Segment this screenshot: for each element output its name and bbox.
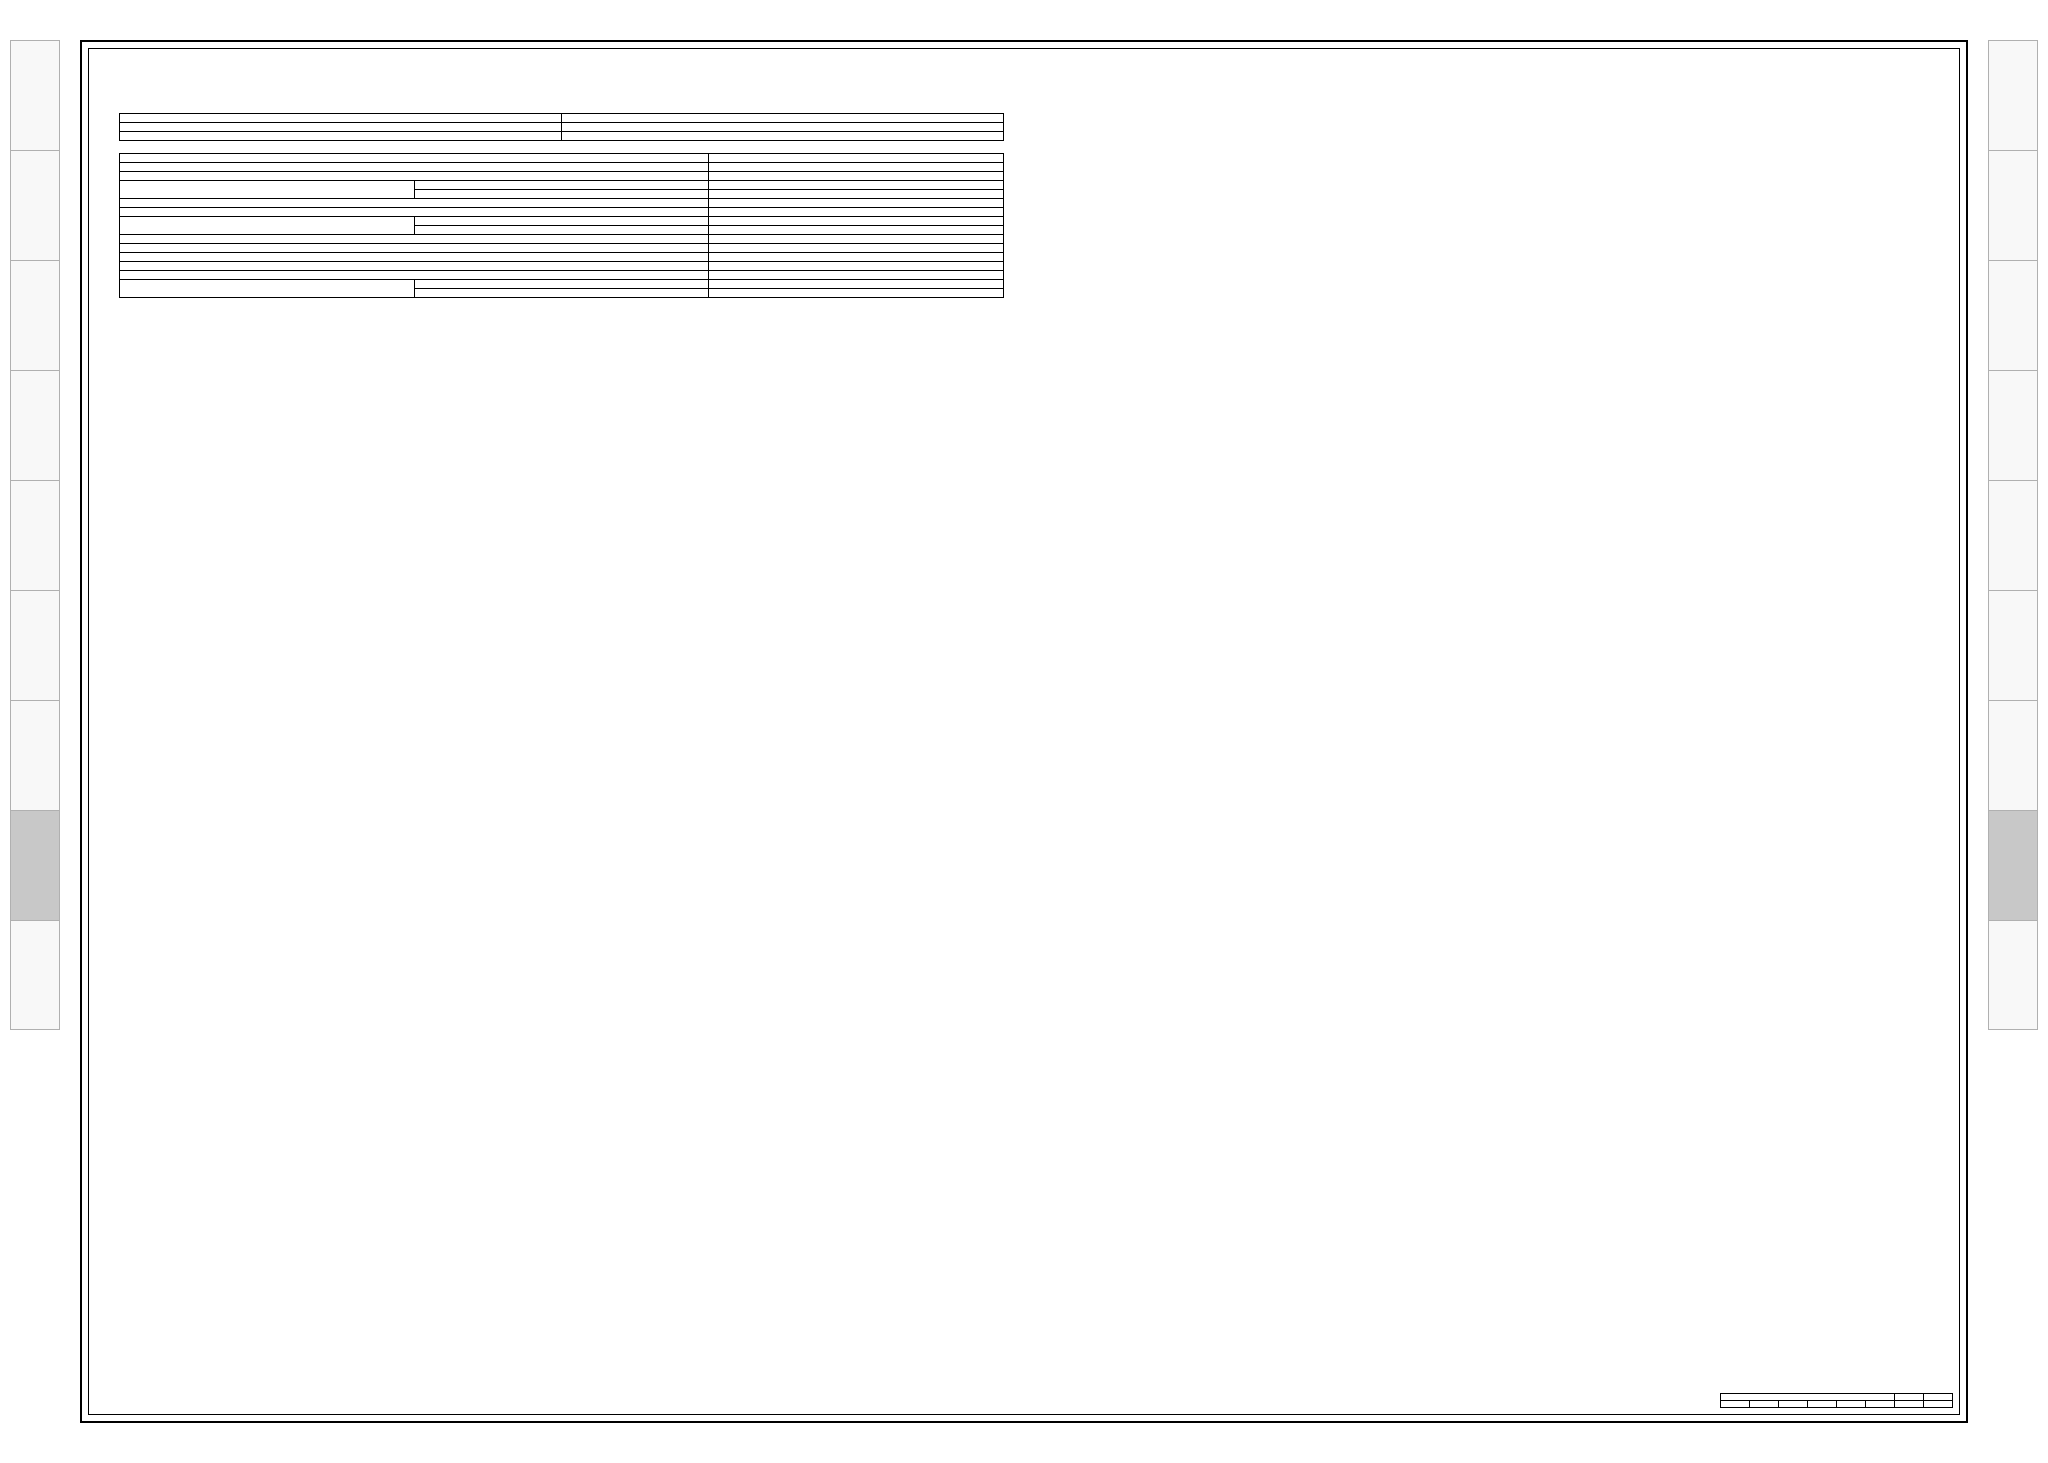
tb-sj-lbl xyxy=(1837,1401,1866,1408)
nav-item-c[interactable] xyxy=(10,370,60,480)
nav-item-b[interactable] xyxy=(10,260,60,370)
nav-item-e-r[interactable] xyxy=(1988,590,2038,700)
nav-item-f-r[interactable] xyxy=(1988,700,2038,810)
t9-uv-l xyxy=(120,262,709,271)
t9-sag-v-v xyxy=(709,181,1004,190)
t8-r0c0 xyxy=(120,123,562,132)
t9-density-v xyxy=(709,172,1004,181)
page-frame xyxy=(80,40,1968,1423)
t9-appearance-v xyxy=(709,163,1004,172)
t9-tenm20-v xyxy=(709,226,1004,235)
nav-item-f[interactable] xyxy=(10,700,60,810)
t9-polw-v xyxy=(709,280,1004,289)
tb-main xyxy=(1721,1394,1895,1401)
t9-pol-l xyxy=(120,280,415,298)
t9-pold-l xyxy=(414,289,709,298)
t9-ext-v xyxy=(709,208,1004,217)
t9-sag-v-l xyxy=(414,181,709,190)
t9-h0 xyxy=(120,154,709,163)
t9-ten-l xyxy=(120,217,415,235)
left-nav xyxy=(10,40,60,1030)
tb-atlas-val xyxy=(1924,1394,1953,1401)
nav-item-a[interactable] xyxy=(10,150,60,260)
t9-water-l xyxy=(120,253,709,262)
nav-item-b-r[interactable] xyxy=(1988,260,2038,370)
nav-item-d-r[interactable] xyxy=(1988,480,2038,590)
nav-item-overview[interactable] xyxy=(10,40,60,150)
t9-uv-v xyxy=(709,262,1004,271)
tb-jd-lbl xyxy=(1779,1401,1808,1408)
tb-sh-lbl xyxy=(1721,1401,1750,1408)
t9-ten23-v xyxy=(709,217,1004,226)
t9-appearance-l xyxy=(120,163,709,172)
title-block xyxy=(1720,1393,1953,1408)
t9-sag-l xyxy=(120,181,415,199)
right-nav xyxy=(1988,40,2038,1030)
right-column xyxy=(1044,109,1929,1294)
t9-polw-l xyxy=(414,280,709,289)
nav-item-g-r[interactable] xyxy=(1988,810,2038,920)
tb-page-lbl xyxy=(1895,1401,1924,1408)
t9-ten23-l xyxy=(414,217,709,226)
t9-sag-h-l xyxy=(414,190,709,199)
nav-item-h-r[interactable] xyxy=(1988,920,2038,1030)
nav-item-a-r[interactable] xyxy=(1988,150,2038,260)
tb-jd-name xyxy=(1808,1401,1837,1408)
t9-ext-l xyxy=(120,208,709,217)
t8-h1 xyxy=(562,114,1004,123)
t9-sag-h-v xyxy=(709,190,1004,199)
nav-item-overview-r[interactable] xyxy=(1988,40,2038,150)
t9-water-v xyxy=(709,253,1004,262)
table-g9 xyxy=(119,153,1004,298)
t9-side-v xyxy=(709,271,1004,280)
t9-tack-v xyxy=(709,199,1004,208)
t8-h0 xyxy=(120,114,562,123)
t9-pold-v xyxy=(709,289,1004,298)
t9-tenm20-l xyxy=(414,226,709,235)
nav-item-h[interactable] xyxy=(10,920,60,1030)
t9-side-l xyxy=(120,271,709,280)
t8-r1c1 xyxy=(562,132,1004,141)
t9-fixadh-l xyxy=(120,235,709,244)
nav-item-d[interactable] xyxy=(10,480,60,590)
left-column xyxy=(119,109,1004,1294)
tb-page-val xyxy=(1924,1401,1953,1408)
t9-elastic-l xyxy=(120,244,709,253)
t8-r1c0 xyxy=(120,132,562,141)
tb-atlas-lbl xyxy=(1895,1394,1924,1401)
nav-item-c-r[interactable] xyxy=(1988,370,2038,480)
t9-elastic-v xyxy=(709,244,1004,253)
inner-frame xyxy=(88,48,1960,1415)
t9-density-l xyxy=(120,172,709,181)
tb-sh-name xyxy=(1750,1401,1779,1408)
t8-r0c1 xyxy=(562,123,1004,132)
t9-h1 xyxy=(709,154,1004,163)
table-g8 xyxy=(119,113,1004,141)
tb-sj-name xyxy=(1866,1401,1895,1408)
t9-fixadh-v xyxy=(709,235,1004,244)
t9-tack-l xyxy=(120,199,709,208)
nav-item-e[interactable] xyxy=(10,590,60,700)
nav-item-g[interactable] xyxy=(10,810,60,920)
content xyxy=(119,109,1929,1294)
